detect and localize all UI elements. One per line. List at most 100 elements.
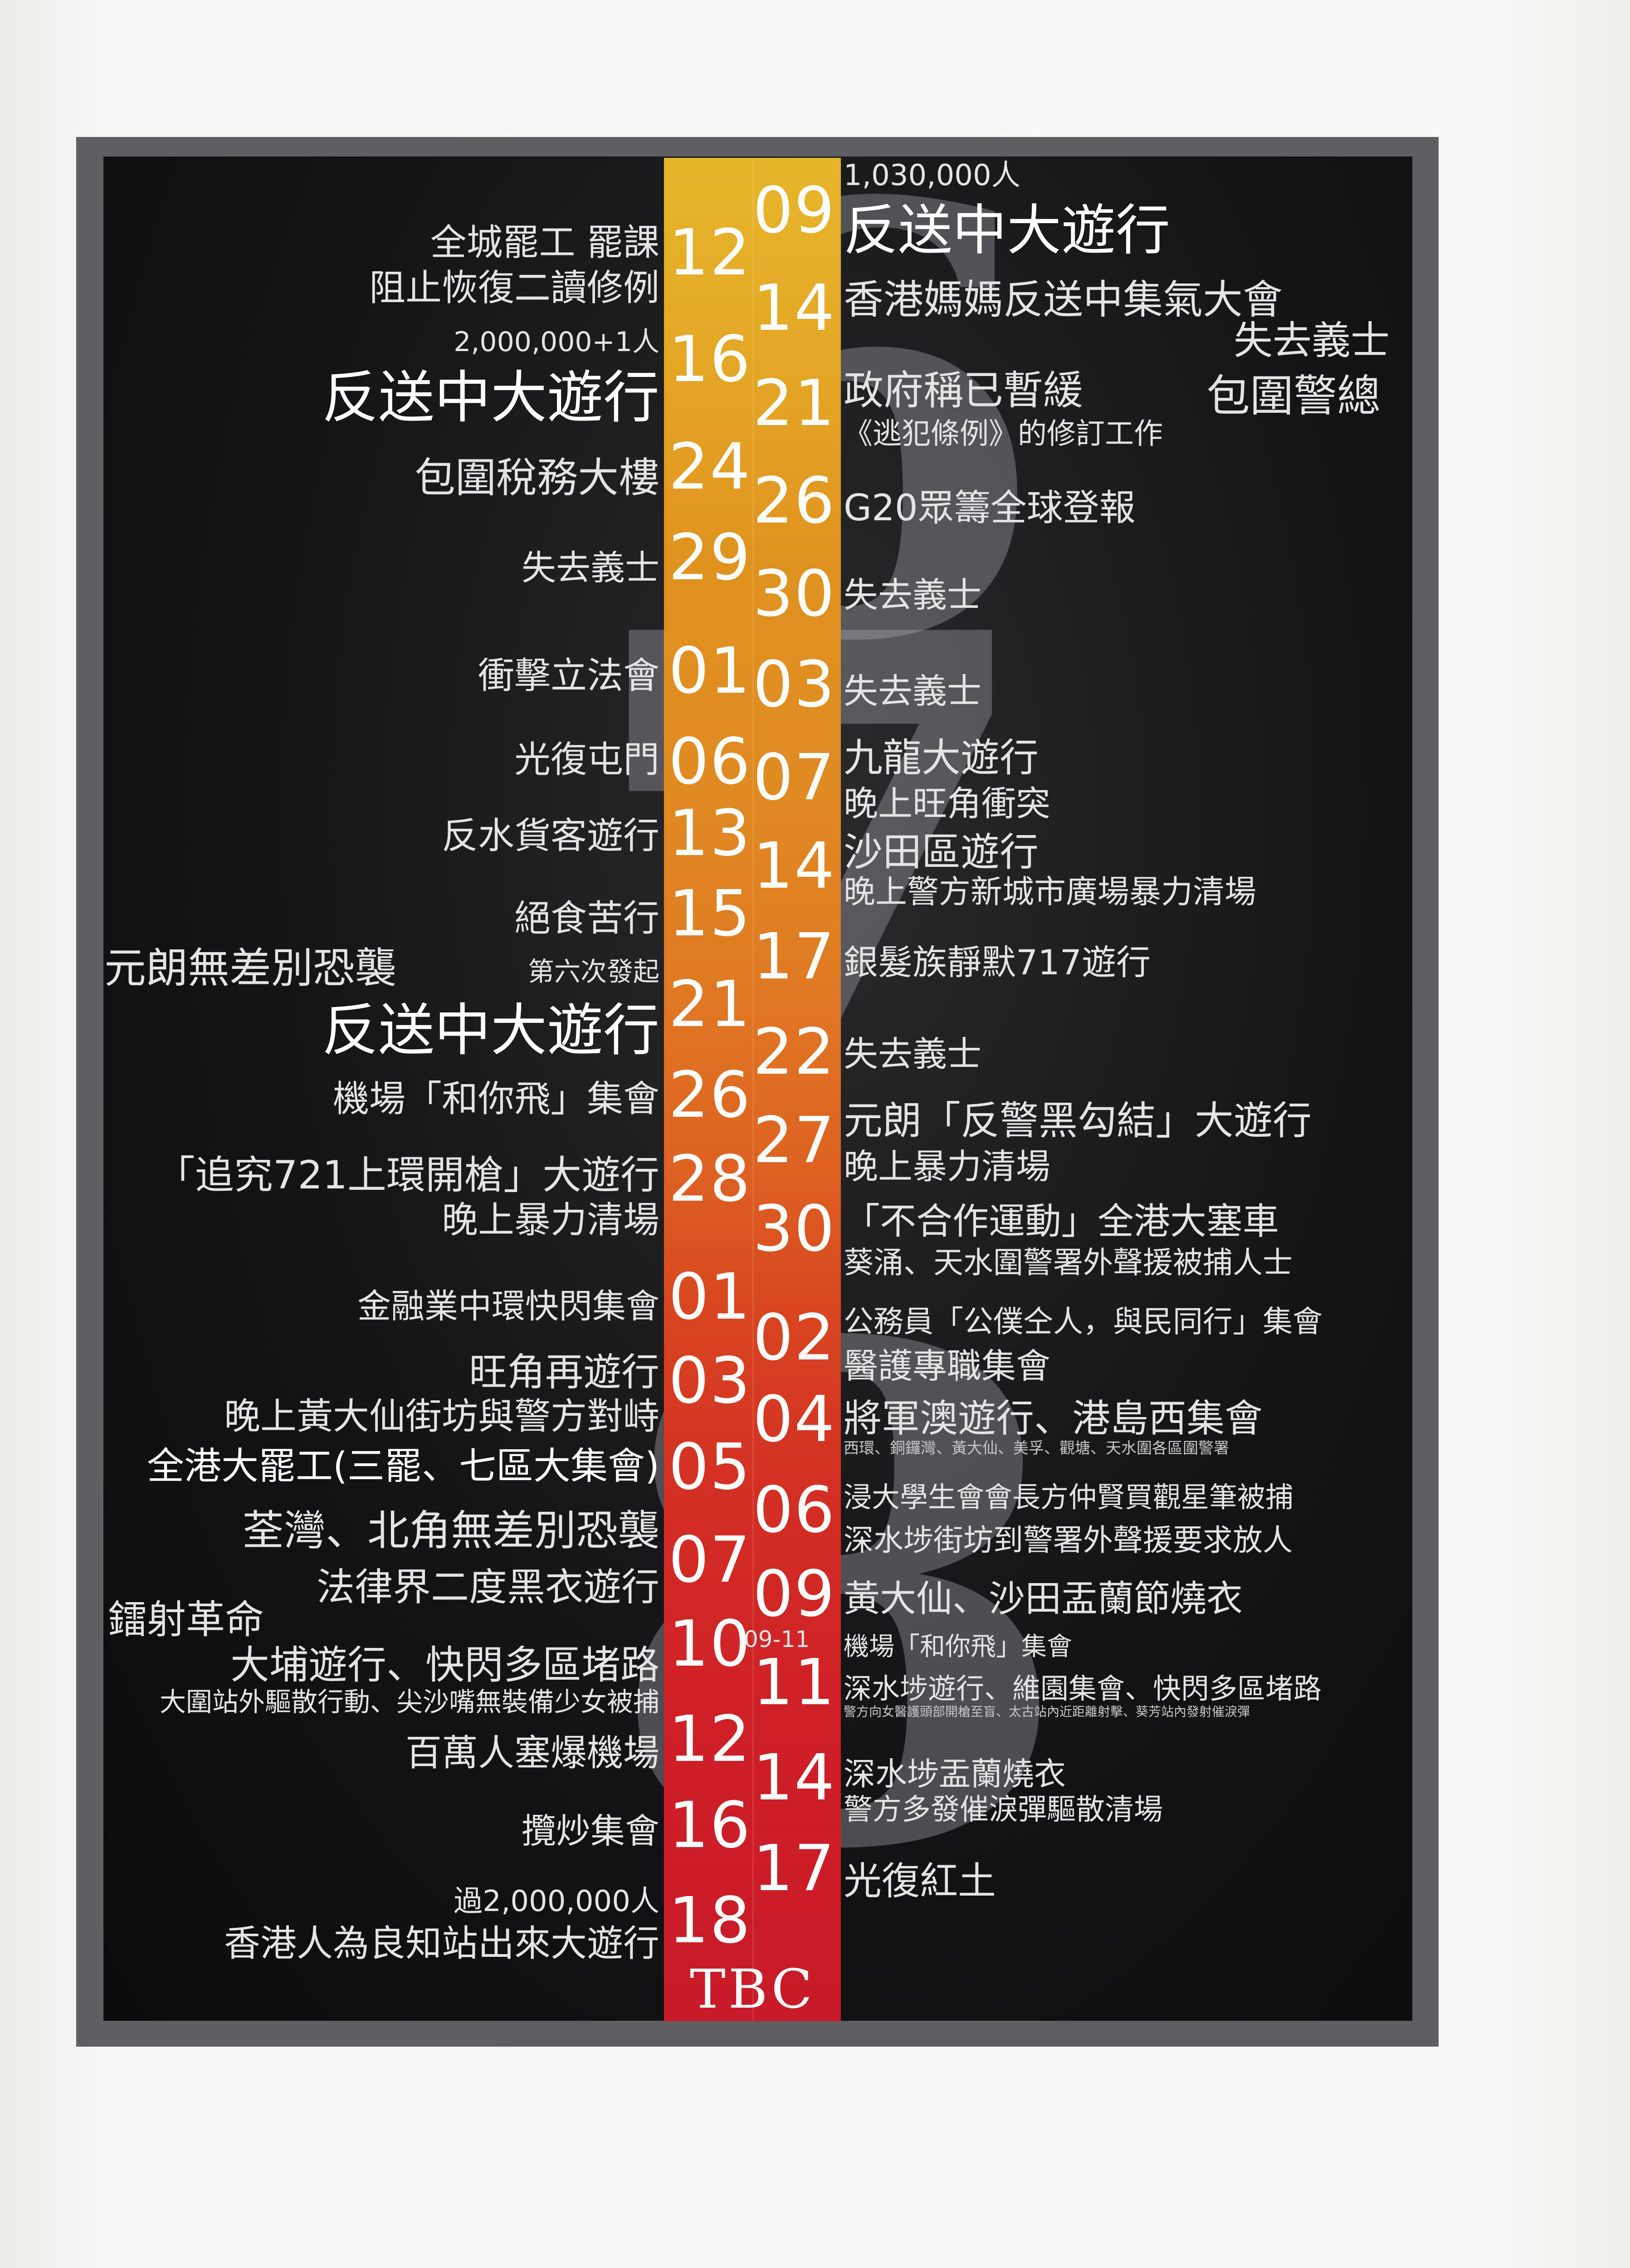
event-text: 荃灣、北角無差別恐襲 [242,1506,659,1555]
date-left: 16 [669,323,752,396]
event-text: 旺角再遊行 [469,1350,659,1394]
footer-label: TBC [690,1958,815,2020]
event-text: 光復屯門 [514,738,659,781]
date-left: 05 [669,1430,752,1504]
event-text: 香港媽媽反送中集氣大會 [844,276,1283,323]
event-text: 光復紅土 [844,1859,996,1903]
date-left: 07 [669,1523,752,1597]
event-note: 2,000,000+1人 [454,326,659,358]
event-text: 「不合作運動」全港大塞車 [844,1200,1279,1242]
event-text: 反送中大遊行 [322,365,659,430]
date-left: 29 [669,521,752,595]
date-left: 28 [669,1142,752,1216]
date-right: 30 [753,1192,836,1266]
date-left: 26 [669,1058,752,1132]
date-right: 21 [753,367,836,440]
date-left: 21 [669,968,752,1041]
event-text: 法律界二度黑衣遊行 [316,1565,659,1609]
timeline-strip [664,158,841,2021]
date-right: 26 [753,464,836,538]
date-right: 03 [753,648,836,722]
date-left: 03 [669,1344,752,1418]
event-text: 「追究721上環開槍」大遊行 [156,1153,659,1198]
event-text: 包圍警總 [1206,371,1381,421]
event-text: 機場「和你飛」集會 [333,1078,659,1120]
date-left: 10 [669,1607,752,1681]
event-text: 反送中大遊行 [322,998,659,1063]
date-right: 17 [753,1832,836,1906]
event-text: 浸大學生會會長方仲賢買觀星筆被捕 [844,1481,1294,1514]
event-text: 晚上旺角衝突 [844,783,1050,824]
date-left: 12 [669,1702,752,1776]
date-left: 01 [669,634,752,708]
event-text: 《逃犯條例》的修訂工作 [844,417,1163,451]
date-left: 12 [669,216,752,290]
date-right: 04 [753,1383,836,1457]
event-text: 晚上警方新城市廣場暴力清場 [844,873,1256,910]
date-left: 18 [669,1884,752,1958]
event-text: 警方向女醫護頭部開槍至盲、太古站內近距離射擊、葵芳站內發射催淚彈 [844,1704,1250,1719]
event-text: 失去義士 [844,575,981,615]
date-right: 06 [753,1473,836,1547]
event-text: 失去義士 [844,671,981,711]
event-text: 西環、銅鑼灣、黃大仙、美孚、觀塘、天水圍各區圍警署 [844,1439,1229,1457]
event-text: 阻止恢復二讀修例 [369,267,659,309]
event-note: 09-11 [744,1626,810,1652]
event-text: 大圍站外驅散行動、尖沙嘴無裝備少女被捕 [159,1686,659,1717]
date-right: 14 [753,829,836,903]
event-text: G20眾籌全球登報 [844,487,1136,529]
event-text: 反送中大遊行 [844,199,1170,262]
date-right: 09 [753,174,836,248]
event-text: 銀髮族靜默717遊行 [844,942,1151,982]
event-text: 金融業中環快閃集會 [357,1287,659,1326]
date-right: 17 [753,920,836,994]
date-right: 14 [753,1741,836,1815]
event-text: 晚上黃大仙街坊與警方對峙 [224,1395,659,1437]
event-text: 鐳射革命 [108,1597,264,1642]
event-text: 失去義士 [844,1034,981,1074]
date-left: 16 [669,1789,752,1862]
event-text: 將軍澳遊行、港島西集會 [844,1396,1263,1441]
event-text: 元朗「反警黑勾結」大遊行 [844,1098,1312,1144]
event-text: 政府稱已暫緩 [844,367,1083,414]
event-text: 全港大罷工(三罷、七區大集會) [147,1445,659,1488]
event-text: 攬炒集會 [522,1811,659,1851]
event-text: 大埔遊行、快閃多區堵路 [230,1642,659,1688]
date-left: 06 [669,725,752,799]
date-right: 07 [753,741,836,815]
event-text: 失去義士 [522,547,659,588]
event-text: 包圍稅務大樓 [415,454,659,502]
event-text: 九龍大遊行 [844,735,1039,781]
date-right: 30 [753,557,836,631]
date-right: 02 [753,1301,836,1375]
event-text: 機場「和你飛」集會 [844,1632,1072,1662]
event-text: 晚上暴力清場 [442,1199,659,1241]
event-text: 深水埗街坊到警署外聲援要求放人 [844,1523,1293,1558]
date-left: 15 [669,877,752,951]
event-text: 晚上暴力清場 [844,1146,1050,1187]
event-text: 失去義士 [1234,318,1390,363]
event-text: 香港人為良知站出來大遊行 [224,1922,659,1965]
event-text: 衝擊立法會 [478,655,659,697]
date-right: 09 [753,1557,836,1631]
date-right: 22 [753,1015,836,1089]
date-left: 01 [669,1260,752,1334]
event-text: 葵涌、天水圍警署外聲援被捕人士 [844,1245,1293,1280]
event-text: 百萬人塞爆機場 [405,1732,659,1774]
date-left: 24 [669,430,752,504]
event-text: 黃大仙、沙田盂蘭節燒衣 [844,1578,1243,1620]
event-note: 過2,000,000人 [454,1885,659,1918]
event-text: 反水貨客遊行 [442,815,659,857]
date-right: 11 [753,1646,836,1720]
event-text: 沙田區遊行 [844,830,1039,875]
event-text: 醫護專職集會 [844,1346,1050,1386]
event-text: 深水埗盂蘭燒衣 [844,1755,1066,1793]
event-text: 元朗無差別恐襲 [104,944,397,992]
event-note: 1,030,000人 [844,159,1020,192]
event-text: 全城罷工 罷課 [430,221,659,264]
date-left: 13 [669,797,752,870]
date-right: 27 [753,1104,836,1178]
event-note: 第六次發起 [527,956,659,987]
event-text: 警方多發催淚彈驅散清場 [844,1793,1163,1827]
event-text: 絕食苦行 [514,897,659,939]
